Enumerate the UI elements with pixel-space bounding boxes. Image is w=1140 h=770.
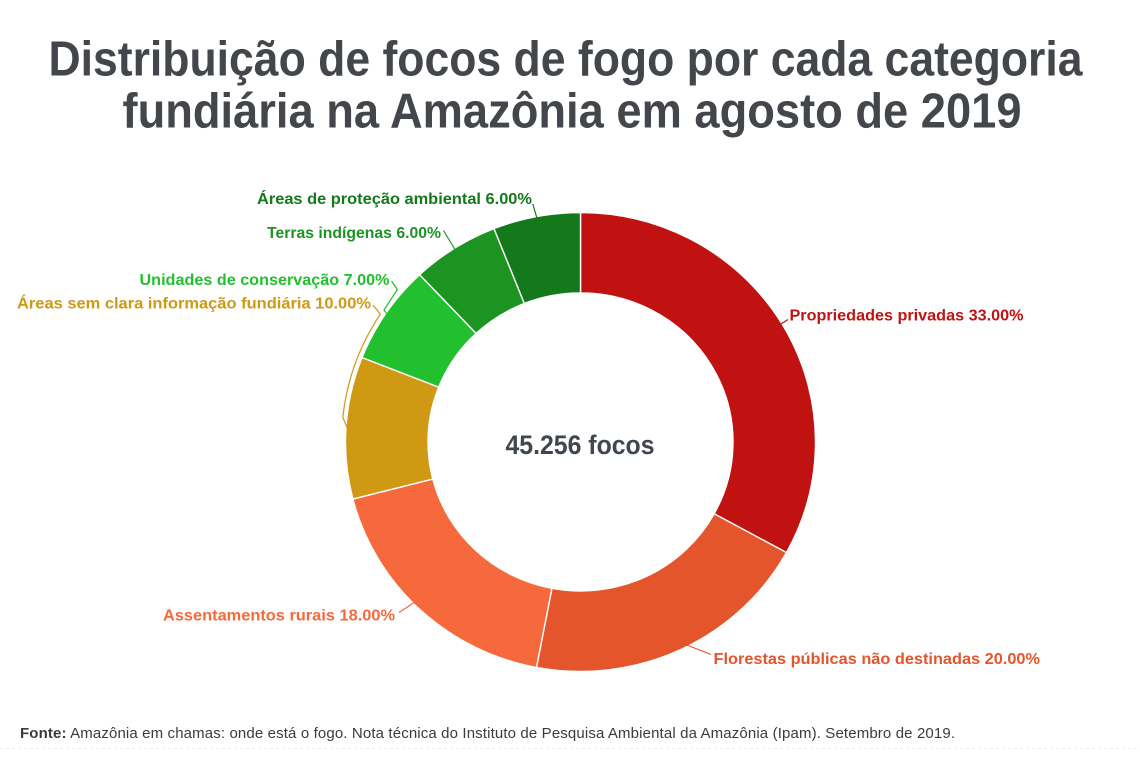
svg-text:Distribuição de focos de fogo: Distribuição de focos de fogo por cada c… — [49, 32, 1084, 86]
svg-text:fundiária na Amazônia em agost: fundiária na Amazônia em agosto de 2019 — [123, 84, 1022, 138]
svg-text:Terras indígenas 6.00%: Terras indígenas 6.00% — [267, 225, 441, 242]
svg-text:Unidades de conservação 7.00%: Unidades de conservação 7.00% — [140, 272, 390, 289]
svg-text:Áreas de proteção ambiental 6.: Áreas de proteção ambiental 6.00% — [257, 191, 532, 208]
svg-text:Florestas públicas não destina: Florestas públicas não destinadas 20.00% — [714, 651, 1041, 668]
svg-text:Fonte: Amazônia em chamas: ond: Fonte: Amazônia em chamas: onde está o f… — [20, 725, 955, 742]
svg-text:Assentamentos rurais 18.00%: Assentamentos rurais 18.00% — [163, 608, 395, 625]
svg-text:45.256 focos: 45.256 focos — [506, 430, 655, 460]
svg-text:Propriedades privadas 33.00%: Propriedades privadas 33.00% — [790, 308, 1024, 325]
svg-text:Áreas sem clara informação fun: Áreas sem clara informação fundiária 10.… — [17, 296, 371, 313]
